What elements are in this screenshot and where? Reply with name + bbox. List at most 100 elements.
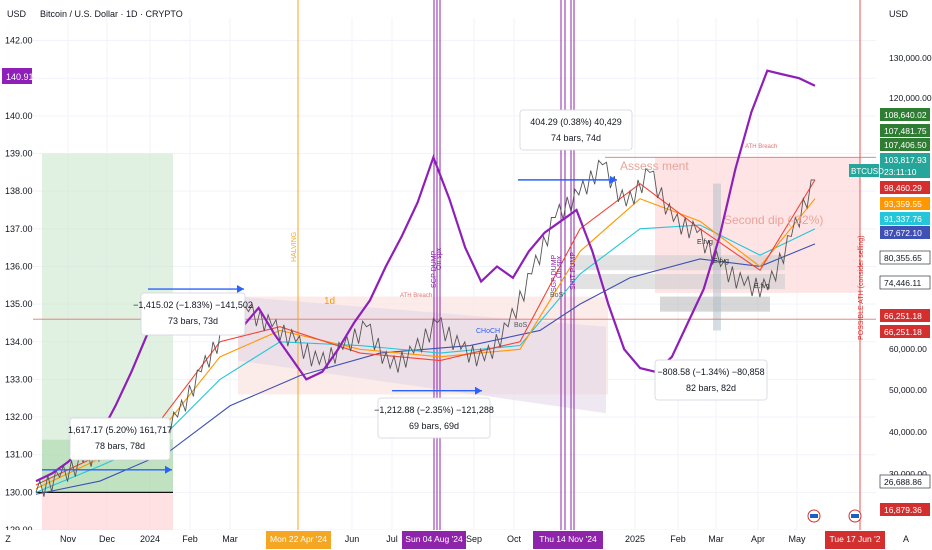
measure-arrow-4-head [610, 175, 617, 184]
chart-text-label: SGP DUMP [431, 250, 438, 288]
chart-text-label: SHIT PUMP [570, 252, 577, 290]
right-axis-price-badge [880, 503, 930, 516]
time-axis-tick-label: Z [5, 534, 11, 544]
measure-tooltip-bars: 73 bars, 73d [168, 316, 218, 326]
measure-tooltip-bars: 82 bars, 82d [686, 383, 736, 393]
time-axis-highlight-badge [266, 531, 331, 549]
right-axis-price-badge [880, 165, 930, 178]
time-axis-highlight-label: Sun 04 Aug '24 [405, 534, 463, 544]
left-axis-tick-label: 138.00 [5, 186, 33, 196]
left-axis-tick-label: 136.00 [5, 261, 33, 271]
chart-text-label: POSSIBLE ATH (consider selling) [858, 235, 865, 340]
measure-arrow-2-head [237, 285, 244, 294]
chart-text-label: BoS [550, 292, 564, 299]
measure-tooltip [519, 109, 633, 151]
measure-tooltip-value: 1,617.17 (5.20%) 161,717 [68, 425, 172, 435]
right-axis-price-badge [880, 197, 930, 210]
right-axis-price-value: 66,251.18 [884, 327, 922, 337]
symbol-tag-bg [849, 164, 879, 177]
left-axis-tick-label: 137.00 [5, 224, 33, 234]
time-axis-highlight-badge [402, 531, 466, 549]
symbol-title: Bitcoin / U.S. Dollar · 1D · CRYPTO [40, 9, 183, 19]
measure-arrow-1-head [165, 465, 172, 474]
left-axis-bg [0, 0, 33, 530]
right-axis-tick-label: 40,000.00 [889, 427, 927, 437]
time-axis-tick-label: Feb [670, 534, 686, 544]
chart-text-label: E.fvg [754, 283, 770, 290]
gray-bar [713, 183, 721, 331]
left-axis-tick-label: 130.00 [5, 487, 33, 497]
right-axis-price-badge [880, 153, 930, 166]
chart-text-label: On spx [556, 255, 563, 278]
left-axis-tick-label: 139.00 [5, 149, 33, 159]
time-axis-tick-label: 2025 [625, 534, 645, 544]
right-axis-price-value: 103,817.93 [884, 155, 927, 165]
chart-text-label: Assess ment [620, 159, 689, 173]
time-axis-tick-label: Mar [222, 534, 238, 544]
right-axis-bg [880, 0, 932, 550]
right-axis-unit-label: USD [889, 9, 909, 19]
chart-text-label: HALVING [291, 232, 298, 262]
measure-tooltip [140, 292, 246, 336]
measure-tooltip-bars: 69 bars, 69d [409, 421, 459, 431]
left-axis-tick-label: 135.00 [5, 299, 33, 309]
right-axis-price-value: 107,406.50 [884, 140, 927, 150]
right-axis-tick-label: 50,000.00 [889, 385, 927, 395]
time-axis-tick-label: Apr [751, 534, 765, 544]
gray-band-2 [575, 274, 785, 290]
right-axis-price-value: 91,337.76 [884, 214, 922, 224]
right-axis-price-value: 107,481.75 [884, 126, 927, 136]
right-axis-price-badge [880, 181, 930, 194]
right-axis-price-badge [879, 275, 931, 290]
red-zone-top [655, 157, 860, 293]
right-axis-price-value: 23:11:10 [884, 167, 917, 177]
right-axis-price-badge [880, 325, 930, 338]
time-axis-tick-label: Dec [99, 534, 116, 544]
time-axis-highlight-badge [533, 531, 603, 549]
measure-tooltip [377, 397, 491, 439]
right-axis-price-value: 93,359.55 [884, 199, 922, 209]
event-flag-icon-inner [851, 514, 859, 518]
measure-tooltip-value: 404.29 (0.38%) 40,429 [530, 117, 622, 127]
right-axis-price-badge [880, 138, 930, 151]
event-flag-icon-inner [810, 514, 818, 518]
chart-text-label: BoS [514, 322, 528, 329]
measure-tooltip [654, 359, 768, 401]
time-axis-tick-label: Jul [386, 534, 398, 544]
right-axis-price-badge [880, 212, 930, 225]
time-axis-highlight-label: Tue 17 Jun '2 [830, 534, 881, 544]
measure-tooltip-value: −1,415.02 (−1.83%) −141,502 [133, 300, 253, 310]
right-axis-price-value: 98,460.29 [884, 183, 922, 193]
right-axis-price-value: 26,688.86 [884, 477, 922, 487]
right-axis-price-badge [880, 124, 930, 137]
right-axis-tick-label: 130,000.00 [889, 53, 932, 63]
chart-text-label: ATH Breach [400, 293, 432, 299]
time-axis-highlight-badge [825, 531, 885, 549]
right-axis-tick-label: 120,000.00 [889, 93, 932, 103]
left-axis-unit-label: USD [7, 9, 27, 19]
left-axis-tick-label: 142.00 [5, 36, 33, 46]
chart-text-label: On spx [436, 247, 443, 270]
right-axis-price-value: 74,446.11 [884, 278, 921, 288]
left-axis-tick-label: 132.00 [5, 412, 33, 422]
chart-text-label: E.fvg [697, 239, 713, 246]
right-axis-price-value: 80,355.65 [884, 253, 922, 263]
right-axis-price-value: 66,251.18 [884, 311, 922, 321]
left-axis-tick-label: 134.00 [5, 337, 33, 347]
right-axis-price-badge [880, 226, 930, 239]
chart-text-label: ATH Breach [745, 144, 777, 150]
time-axis-tick-label: Jun [345, 534, 360, 544]
chart-text-label: 1d [324, 296, 335, 307]
red-zone-bottom [42, 492, 173, 530]
right-axis-price-value: 87,672.10 [884, 228, 922, 238]
time-axis-tick-label: May [788, 534, 806, 544]
measure-tooltip-bars: 78 bars, 78d [95, 441, 145, 451]
chart-text-label: E.fvg [713, 258, 729, 265]
time-axis-tick-label: Nov [60, 534, 77, 544]
measure-tooltip-bars: 74 bars, 74d [551, 133, 601, 143]
left-axis-tick-label: 140.00 [5, 111, 33, 121]
time-axis-highlight-label: Thu 14 Nov '24 [539, 534, 597, 544]
measure-tooltip-value: −1,212.88 (−2.35%) −121,288 [374, 405, 494, 415]
chart-text-label: SGP DUMP [551, 254, 558, 292]
